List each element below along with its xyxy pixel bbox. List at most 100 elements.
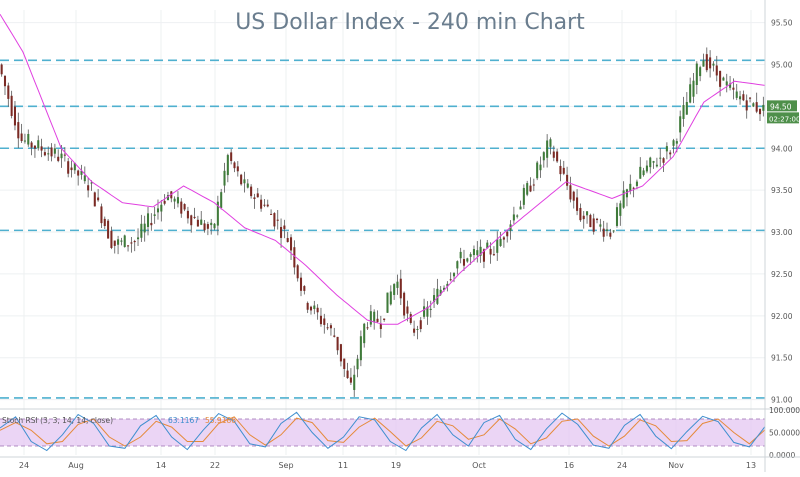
candle-body [133,241,136,243]
candle-body [562,167,565,174]
candle-body [67,161,70,174]
candle-body [496,239,499,253]
candle-body [230,152,233,161]
candle-body [17,122,20,139]
candle-body [206,224,209,229]
candle-body [196,219,199,227]
oscillator-y-tick-label: 0.0000 [769,451,795,460]
candle-body [309,306,313,311]
x-tick-label: 24 [617,461,627,470]
candle-body [356,358,359,370]
candle-body [645,165,648,172]
candle-body [456,261,459,269]
candle-body [176,197,179,204]
candle-body [246,183,249,188]
candle-body [113,240,116,246]
candle-body [529,185,532,192]
candle-body [290,237,293,251]
price-tag-countdown-box [767,112,799,124]
candle-body [87,185,90,191]
candle-body [639,166,642,179]
candle-body [373,311,376,323]
candle-body [349,377,352,383]
candle-body [702,60,705,67]
y-tick-label: 93.50 [771,186,793,195]
y-tick-label: 92.00 [771,312,793,321]
candle-body [123,235,126,247]
candle-body [359,336,362,361]
x-tick-label: Sep [278,461,293,470]
candle-body [250,186,253,197]
candle-body [699,67,702,77]
candle-body [729,83,732,88]
candle-body [316,307,319,313]
candle-body [549,139,552,147]
candle-body [117,239,120,245]
candle-body [596,218,599,221]
candle-body [93,192,96,207]
oscillator-label: Stoch RSI (3, 3, 14, 14, close) [2,416,113,425]
candle-body [210,222,213,226]
candle-body [712,63,715,66]
candle-body [659,157,662,159]
candle-body [100,206,103,224]
candle-body [160,204,163,212]
candle-body [403,292,406,316]
candle-body [130,242,133,244]
candle-body [223,170,226,186]
candle-body [566,174,569,186]
candle-body [665,146,668,152]
x-tick-label: Oct [472,461,486,470]
candle-body [526,183,529,195]
candle-body [413,328,416,333]
candle-body [492,254,495,256]
x-tick-label: 13 [746,461,756,470]
candle-body [655,164,658,167]
candle-body [266,204,269,207]
candle-body [449,279,452,281]
candle-body [516,215,519,217]
candle-body [423,306,426,317]
candle-body [682,105,685,119]
y-tick-label: 95.00 [771,60,793,69]
candle-body [43,152,46,156]
candle-body [536,162,539,179]
candle-body [366,327,369,329]
candle-body [732,87,735,90]
candle-body [685,101,688,115]
candle-body [386,292,389,313]
candle-body [50,147,53,157]
oscillator-band [0,419,765,446]
candle-body [602,228,605,237]
candle-body [140,223,143,238]
candle-body [452,273,456,277]
candle-body [502,237,505,240]
candle-body [276,219,279,221]
candle-body [253,197,256,200]
candle-body [469,254,472,257]
candle-body [173,198,176,202]
candle-body [506,231,509,237]
candle-body [70,167,73,171]
candle-body [436,288,439,304]
candle-body [605,229,609,231]
candle-body [752,103,755,107]
candle-body [77,170,80,176]
candle-body [592,218,595,232]
x-tick-label: 22 [210,461,220,470]
candle-body [156,208,160,213]
candle-body [499,238,502,246]
candle-body [369,311,372,325]
candle-body [589,214,592,228]
candle-body [346,370,349,379]
candle-body [416,329,419,331]
candle-body [433,295,436,302]
candle-body [240,174,243,185]
candle-body [143,223,146,233]
candle-body [399,278,402,299]
candle-body [286,238,289,242]
candle-body [396,281,399,288]
candle-body [439,289,442,295]
candle-body [150,222,153,226]
candle-body [625,189,628,198]
